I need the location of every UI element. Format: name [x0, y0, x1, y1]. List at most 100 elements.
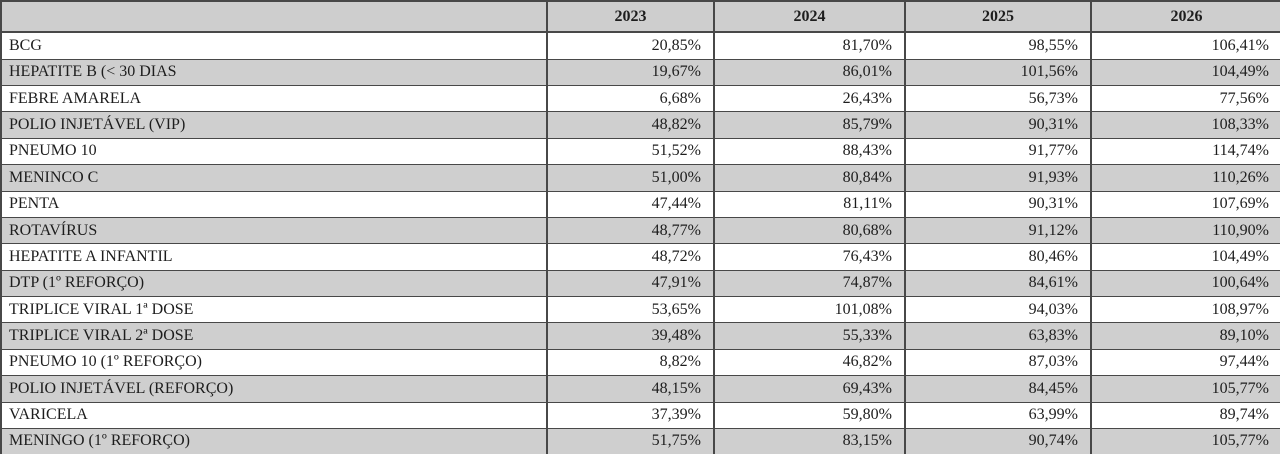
value-cell: 48,72%: [546, 243, 715, 271]
value-cell: 97,44%: [1090, 348, 1280, 377]
value-cell: 108,97%: [1090, 296, 1280, 324]
value-cell: 76,43%: [713, 243, 906, 271]
corner-cell: [0, 0, 548, 33]
table-row: POLIO INJETÁVEL (REFORÇO) 48,15% 69,43% …: [0, 375, 1280, 403]
value-cell: 20,85%: [546, 31, 715, 60]
column-header-2025: 2025: [904, 0, 1092, 33]
vaccine-label-cell: PNEUMO 10: [0, 137, 548, 166]
value-cell: 8,82%: [546, 348, 715, 377]
column-header-2024: 2024: [713, 0, 906, 33]
value-cell: 51,52%: [546, 137, 715, 166]
value-cell: 114,74%: [1090, 137, 1280, 166]
vaccine-label-cell: TRIPLICE VIRAL 1ª DOSE: [0, 296, 548, 324]
vaccine-label-cell: HEPATITE B (< 30 DIAS: [0, 58, 548, 87]
value-cell: 104,49%: [1090, 243, 1280, 271]
column-header-2026: 2026: [1090, 0, 1280, 33]
table-row: HEPATITE A INFANTIL 48,72% 76,43% 80,46%…: [0, 243, 1280, 271]
value-cell: 84,45%: [904, 375, 1092, 403]
value-cell: 63,83%: [904, 322, 1092, 350]
vaccine-label-cell: DTP (1º REFORÇO): [0, 269, 548, 298]
vaccine-label-cell: POLIO INJETÁVEL (VIP): [0, 111, 548, 139]
table-row: DTP (1º REFORÇO) 47,91% 74,87% 84,61% 10…: [0, 269, 1280, 298]
value-cell: 47,91%: [546, 269, 715, 298]
value-cell: 55,33%: [713, 322, 906, 350]
table-row: TRIPLICE VIRAL 1ª DOSE 53,65% 101,08% 94…: [0, 296, 1280, 324]
table-row: MENINCO C 51,00% 80,84% 91,93% 110,26%: [0, 164, 1280, 192]
value-cell: 46,82%: [713, 348, 906, 377]
vaccine-label-cell: MENINCO C: [0, 164, 548, 192]
value-cell: 26,43%: [713, 85, 906, 113]
value-cell: 91,77%: [904, 137, 1092, 166]
table-header: 2023 2024 2025 2026: [0, 0, 1280, 33]
value-cell: 89,74%: [1090, 401, 1280, 429]
vaccine-label-cell: TRIPLICE VIRAL 2ª DOSE: [0, 322, 548, 350]
value-cell: 48,77%: [546, 216, 715, 245]
value-cell: 81,11%: [713, 190, 906, 218]
value-cell: 101,56%: [904, 58, 1092, 87]
value-cell: 51,00%: [546, 164, 715, 192]
value-cell: 98,55%: [904, 31, 1092, 60]
value-cell: 80,68%: [713, 216, 906, 245]
vaccine-label-cell: MENINGO (1º REFORÇO): [0, 427, 548, 454]
value-cell: 69,43%: [713, 375, 906, 403]
vaccine-label-cell: POLIO INJETÁVEL (REFORÇO): [0, 375, 548, 403]
value-cell: 63,99%: [904, 401, 1092, 429]
table-row: FEBRE AMARELA 6,68% 26,43% 56,73% 77,56%: [0, 85, 1280, 113]
vaccine-label-cell: HEPATITE A INFANTIL: [0, 243, 548, 271]
value-cell: 94,03%: [904, 296, 1092, 324]
table-row: VARICELA 37,39% 59,80% 63,99% 89,74%: [0, 401, 1280, 429]
value-cell: 81,70%: [713, 31, 906, 60]
value-cell: 104,49%: [1090, 58, 1280, 87]
vaccine-label-cell: ROTAVÍRUS: [0, 216, 548, 245]
value-cell: 91,12%: [904, 216, 1092, 245]
value-cell: 88,43%: [713, 137, 906, 166]
value-cell: 80,46%: [904, 243, 1092, 271]
value-cell: 48,15%: [546, 375, 715, 403]
value-cell: 74,87%: [713, 269, 906, 298]
value-cell: 37,39%: [546, 401, 715, 429]
value-cell: 83,15%: [713, 427, 906, 454]
value-cell: 90,74%: [904, 427, 1092, 454]
value-cell: 80,84%: [713, 164, 906, 192]
value-cell: 84,61%: [904, 269, 1092, 298]
vaccine-label-cell: PENTA: [0, 190, 548, 218]
table-row: HEPATITE B (< 30 DIAS 19,67% 86,01% 101,…: [0, 58, 1280, 87]
header-row: 2023 2024 2025 2026: [0, 0, 1280, 33]
value-cell: 100,64%: [1090, 269, 1280, 298]
value-cell: 108,33%: [1090, 111, 1280, 139]
value-cell: 59,80%: [713, 401, 906, 429]
value-cell: 19,67%: [546, 58, 715, 87]
table-row: TRIPLICE VIRAL 2ª DOSE 39,48% 55,33% 63,…: [0, 322, 1280, 350]
vaccine-label-cell: PNEUMO 10 (1º REFORÇO): [0, 348, 548, 377]
value-cell: 105,77%: [1090, 427, 1280, 454]
value-cell: 77,56%: [1090, 85, 1280, 113]
table-row: BCG 20,85% 81,70% 98,55% 106,41%: [0, 31, 1280, 60]
value-cell: 106,41%: [1090, 31, 1280, 60]
table-row: PNEUMO 10 51,52% 88,43% 91,77% 114,74%: [0, 137, 1280, 166]
value-cell: 6,68%: [546, 85, 715, 113]
table-row: PENTA 47,44% 81,11% 90,31% 107,69%: [0, 190, 1280, 218]
table-row: MENINGO (1º REFORÇO) 51,75% 83,15% 90,74…: [0, 427, 1280, 454]
value-cell: 90,31%: [904, 190, 1092, 218]
value-cell: 86,01%: [713, 58, 906, 87]
value-cell: 56,73%: [904, 85, 1092, 113]
table-body: BCG 20,85% 81,70% 98,55% 106,41% HEPATIT…: [0, 31, 1280, 454]
vaccine-label-cell: VARICELA: [0, 401, 548, 429]
value-cell: 107,69%: [1090, 190, 1280, 218]
value-cell: 48,82%: [546, 111, 715, 139]
value-cell: 85,79%: [713, 111, 906, 139]
value-cell: 39,48%: [546, 322, 715, 350]
table-row: PNEUMO 10 (1º REFORÇO) 8,82% 46,82% 87,0…: [0, 348, 1280, 377]
value-cell: 89,10%: [1090, 322, 1280, 350]
value-cell: 51,75%: [546, 427, 715, 454]
value-cell: 87,03%: [904, 348, 1092, 377]
value-cell: 53,65%: [546, 296, 715, 324]
value-cell: 110,26%: [1090, 164, 1280, 192]
vaccine-label-cell: BCG: [0, 31, 548, 60]
value-cell: 110,90%: [1090, 216, 1280, 245]
value-cell: 47,44%: [546, 190, 715, 218]
value-cell: 105,77%: [1090, 375, 1280, 403]
vaccine-label-cell: FEBRE AMARELA: [0, 85, 548, 113]
table-row: POLIO INJETÁVEL (VIP) 48,82% 85,79% 90,3…: [0, 111, 1280, 139]
